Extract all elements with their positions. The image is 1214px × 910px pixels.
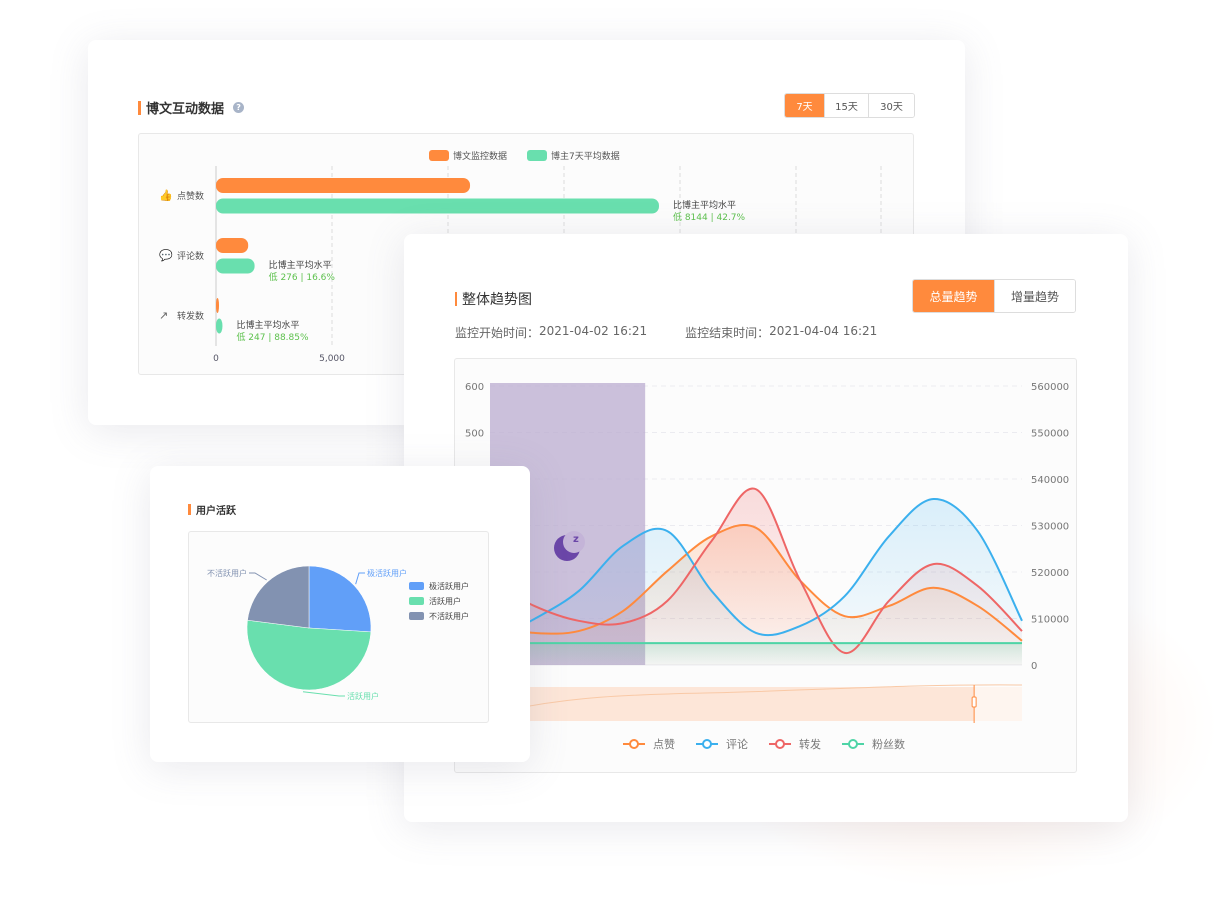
tab-increment-trend[interactable]: 增量趋势 bbox=[994, 280, 1075, 312]
pie-chart-box: 极活跃用户 极活跃用户 活跃用户 活跃用户 不活跃用户 不活跃用户 bbox=[188, 531, 489, 723]
interaction-title: 博文互动数据 ? bbox=[138, 98, 245, 117]
interaction-title-text: 博文互动数据 bbox=[146, 102, 225, 117]
trend-title: 整体趋势图 bbox=[455, 289, 532, 309]
pie-slice[interactable] bbox=[247, 565, 310, 629]
legend-label: 点赞 bbox=[653, 738, 675, 751]
data-zoom-handle[interactable] bbox=[971, 696, 977, 708]
legend-label: 博文监控数据 bbox=[453, 150, 507, 162]
legend-marker[interactable] bbox=[629, 739, 639, 749]
x-tick-label: 0 bbox=[213, 354, 219, 364]
moon-sleep-icon: z bbox=[554, 531, 585, 561]
category-label: 转发数 bbox=[177, 310, 204, 322]
range-7d-button[interactable]: 7天 bbox=[785, 94, 824, 117]
trend-chart: 600 500 560000 550000 540000 530000 520000 5100… bbox=[465, 382, 1069, 751]
pie-label: 极活跃用户 bbox=[367, 568, 407, 578]
activity-card: 用户活跃 极活跃用户 极活跃用户 活跃用户 活跃用户 不活跃用户 不活跃用户 bbox=[150, 466, 530, 762]
share-icon: ↗ bbox=[159, 309, 168, 322]
legend-swatch bbox=[429, 150, 449, 161]
range-15d-button[interactable]: 15天 bbox=[824, 94, 868, 117]
svg-text:z: z bbox=[573, 534, 579, 545]
bar-average bbox=[216, 198, 659, 214]
right-axis-label: 540000 bbox=[1031, 475, 1069, 486]
bar-average bbox=[216, 258, 255, 274]
title-accent bbox=[188, 504, 191, 515]
data-zoom-track[interactable] bbox=[490, 687, 1022, 721]
right-axis-label: 560000 bbox=[1031, 382, 1069, 393]
pie-slice[interactable] bbox=[246, 619, 372, 691]
trend-card: 整体趋势图 总量趋势 增量趋势 监控开始时间： 2021-04-02 16:21… bbox=[404, 234, 1128, 822]
annotation-label: 比博主平均水平 bbox=[673, 199, 736, 211]
pie-label: 活跃用户 bbox=[347, 691, 379, 701]
tab-total-trend[interactable]: 总量趋势 bbox=[913, 280, 994, 312]
pie-label-line bbox=[249, 572, 267, 581]
annotation-value: 低 8144 | 42.7% bbox=[673, 211, 746, 223]
legend-label: 活跃用户 bbox=[429, 596, 461, 606]
thumbs-up-icon: 👍 bbox=[159, 189, 173, 202]
bar-monitor bbox=[216, 298, 219, 313]
annotation-value: 低 276 | 16.6% bbox=[269, 271, 336, 283]
data-zoom-preview bbox=[489, 684, 1023, 715]
bar-average bbox=[216, 318, 223, 334]
end-label: 监控结束时间： bbox=[685, 326, 770, 340]
start-label: 监控开始时间： bbox=[455, 326, 540, 340]
legend-swatch[interactable] bbox=[409, 582, 424, 590]
legend-label: 博主7天平均数据 bbox=[551, 150, 620, 162]
legend-marker[interactable] bbox=[775, 739, 785, 749]
pie-slice[interactable] bbox=[308, 565, 372, 633]
monitor-times: 监控开始时间： 2021-04-02 16:21 监控结束时间： 2021-04… bbox=[455, 324, 877, 341]
end-time: 2021-04-04 16:21 bbox=[769, 324, 878, 338]
legend-label: 转发 bbox=[799, 737, 821, 751]
series-line-点赞 bbox=[489, 523, 1023, 642]
left-axis-label: 500 bbox=[465, 429, 484, 440]
left-axis-label: 600 bbox=[465, 382, 484, 393]
trend-chart-box: 600 500 560000 550000 540000 530000 520000 5100… bbox=[454, 358, 1077, 773]
bar-monitor bbox=[216, 178, 471, 193]
pie-label: 不活跃用户 bbox=[207, 568, 247, 578]
range-selector: 7天 15天 30天 bbox=[784, 93, 915, 118]
annotation-label: 比博主平均水平 bbox=[236, 319, 299, 331]
comment-icon: 💬 bbox=[159, 249, 173, 262]
legend-swatch bbox=[527, 150, 547, 161]
pie-label-line bbox=[302, 691, 345, 697]
trend-tabs: 总量趋势 增量趋势 bbox=[912, 279, 1076, 313]
annotation-value: 低 247 | 88.85% bbox=[236, 331, 309, 343]
pie-label-line bbox=[355, 572, 365, 585]
legend-swatch[interactable] bbox=[409, 597, 424, 605]
legend-label: 粉丝数 bbox=[872, 738, 905, 751]
right-axis-label: 0 bbox=[1031, 661, 1037, 672]
activity-title: 用户活跃 bbox=[188, 502, 236, 517]
series-line-评论 bbox=[489, 497, 1023, 642]
legend-label: 评论 bbox=[726, 737, 748, 751]
question-circle-icon[interactable]: ? bbox=[233, 102, 245, 113]
category-label: 评论数 bbox=[177, 250, 204, 262]
right-axis-label: 510000 bbox=[1031, 615, 1069, 626]
title-accent bbox=[138, 100, 141, 115]
trend-title-text: 整体趋势图 bbox=[462, 292, 532, 308]
legend-label: 极活跃用户 bbox=[429, 581, 469, 591]
bar-monitor bbox=[216, 238, 249, 253]
title-accent bbox=[455, 292, 457, 306]
right-axis-label: 520000 bbox=[1031, 568, 1069, 579]
range-30d-button[interactable]: 30天 bbox=[868, 94, 914, 117]
annotation-label: 比博主平均水平 bbox=[269, 259, 332, 271]
category-label: 点赞数 bbox=[177, 190, 204, 202]
right-axis-label: 530000 bbox=[1031, 522, 1069, 533]
legend-swatch[interactable] bbox=[409, 612, 424, 620]
legend-marker[interactable] bbox=[702, 739, 712, 749]
legend-marker[interactable] bbox=[848, 739, 858, 749]
legend-label: 不活跃用户 bbox=[429, 611, 469, 621]
start-time: 2021-04-02 16:21 bbox=[539, 324, 648, 338]
x-tick-label: 5,000 bbox=[319, 354, 345, 364]
data-zoom-outside bbox=[974, 687, 1022, 721]
activity-title-text: 用户活跃 bbox=[196, 506, 236, 517]
right-axis-label: 550000 bbox=[1031, 429, 1069, 440]
series-line-转发 bbox=[489, 487, 1023, 654]
